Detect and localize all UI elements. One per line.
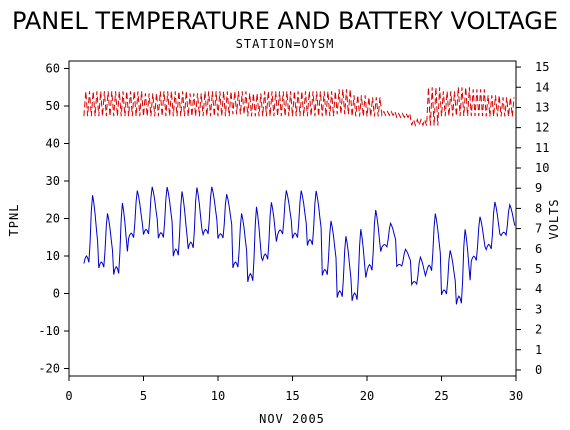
x-tick-label: 20 <box>360 389 374 403</box>
x-tick-label: 30 <box>509 389 523 403</box>
right-y-tick-label: 12 <box>535 121 549 135</box>
left-y-tick-label: -10 <box>38 324 60 338</box>
series-layer <box>83 87 516 305</box>
left-y-tick-label: 30 <box>46 174 60 188</box>
right-y-tick-label: 8 <box>535 201 542 215</box>
left-y-tick-label: 10 <box>46 249 60 263</box>
right-y-tick-label: 3 <box>535 302 542 316</box>
right-y-tick-label: 9 <box>535 181 542 195</box>
right-y-tick-label: 4 <box>535 282 542 296</box>
temperature-series-line <box>83 186 516 305</box>
x-axis-label: NOV 2005 <box>259 412 325 426</box>
voltage-series-line <box>83 87 515 127</box>
chart-title: PANEL TEMPERATURE AND BATTERY VOLTAGE <box>12 7 558 35</box>
right-y-tick-label: 15 <box>535 60 549 74</box>
right-y-tick-label: 10 <box>535 161 549 175</box>
x-tick-label: 10 <box>211 389 225 403</box>
left-y-tick-label: 40 <box>46 137 60 151</box>
right-y-tick-label: 6 <box>535 242 542 256</box>
plot-frame <box>68 60 517 377</box>
left-y-tick-label: -20 <box>38 362 60 376</box>
right-y-tick-label: 7 <box>535 222 542 236</box>
x-tick-label: 25 <box>434 389 448 403</box>
left-y-tick-label: 20 <box>46 212 60 226</box>
left-y-axis: -20 -10 0 10 20 30 40 50 60 <box>38 62 69 376</box>
y-axis-label-right: VOLTS <box>547 198 561 239</box>
right-y-tick-label: 0 <box>535 363 542 377</box>
right-y-tick-label: 1 <box>535 343 542 357</box>
right-y-tick-label: 13 <box>535 100 549 114</box>
right-y-tick-label: 2 <box>535 323 542 337</box>
right-y-tick-label: 5 <box>535 262 542 276</box>
x-tick-label: 5 <box>140 389 147 403</box>
right-y-tick-label: 14 <box>535 80 549 94</box>
right-y-tick-label: 11 <box>535 141 549 155</box>
y-axis-label-left: TPNL <box>7 204 21 237</box>
x-tick-label: 0 <box>65 389 72 403</box>
left-y-tick-label: 0 <box>53 287 60 301</box>
left-y-tick-label: 60 <box>46 62 60 76</box>
x-tick-label: 15 <box>285 389 299 403</box>
x-axis: 0 5 10 15 20 25 30 <box>65 376 523 403</box>
chart-subtitle: STATION=OYSM <box>236 37 335 51</box>
left-y-tick-label: 50 <box>46 99 60 113</box>
